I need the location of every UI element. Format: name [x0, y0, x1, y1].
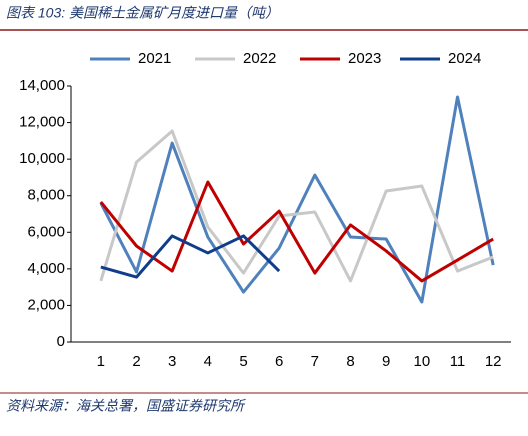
series-line: [99, 129, 494, 283]
x-tick-label: 10: [413, 353, 430, 370]
x-tick-label: 2: [132, 353, 140, 370]
x-tick-label: 3: [168, 353, 176, 370]
x-tick-label: 5: [239, 353, 247, 370]
y-tick-label: 6,000: [27, 223, 65, 240]
y-tick-label: 4,000: [27, 260, 65, 277]
series-line: [100, 234, 281, 279]
x-tick-label: 8: [346, 353, 354, 370]
x-tick-label: 1: [97, 353, 105, 370]
x-tick-label: 12: [485, 353, 502, 370]
y-tick-label: 10,000: [19, 150, 65, 167]
y-tick-label: 14,000: [19, 77, 65, 94]
legend-label: 2023: [348, 50, 381, 67]
x-tick-label: 9: [382, 353, 390, 370]
x-tick-label: 4: [204, 353, 212, 370]
x-tick-label: 11: [450, 353, 466, 370]
y-tick-label: 8,000: [27, 187, 65, 204]
legend-label: 2024: [448, 50, 481, 67]
series-line: [99, 180, 494, 283]
legend-label: 2022: [243, 50, 276, 67]
series-line: [99, 95, 495, 304]
y-tick-label: 0: [57, 333, 65, 350]
x-tick-label: 7: [311, 353, 319, 370]
source: 资料来源：海关总署，国盛证券研究所: [6, 398, 246, 414]
x-tick-label: 6: [275, 353, 283, 370]
legend-label: 2021: [138, 50, 171, 67]
y-tick-label: 2,000: [27, 296, 65, 313]
chart-title: 图表 103: 美国稀土金属矿月度进口量（吨）: [6, 5, 279, 21]
y-tick-label: 12,000: [19, 114, 65, 131]
